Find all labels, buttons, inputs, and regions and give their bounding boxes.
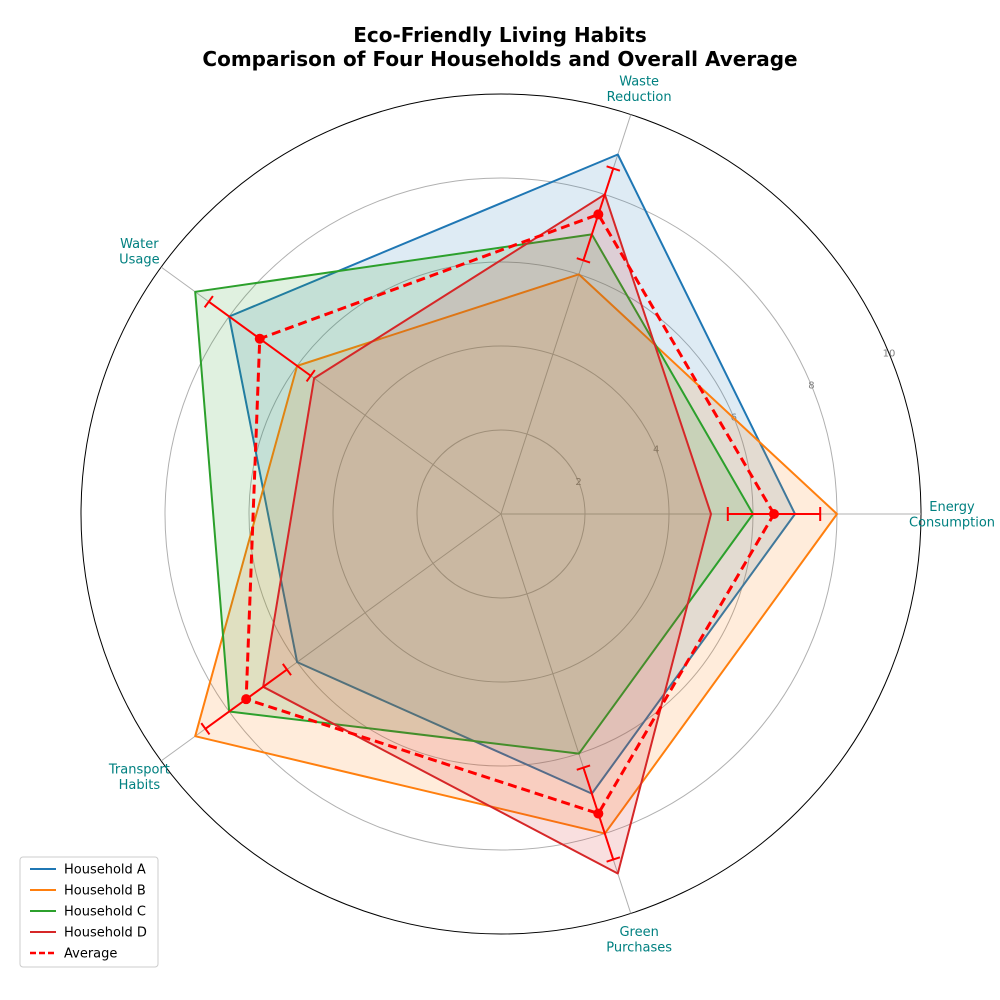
average-point <box>593 209 604 220</box>
error-bar-cap <box>606 856 621 863</box>
series-line-3 <box>194 233 754 755</box>
legend-label: Household D <box>64 926 147 941</box>
legend: Household A Household B Household C Househo… <box>19 856 159 968</box>
series-line-4 <box>262 193 712 875</box>
legend-label: Household A <box>64 863 146 878</box>
error-bar-cap <box>576 764 591 771</box>
error-bar-cap <box>305 369 316 383</box>
series-line-2 <box>194 273 838 835</box>
category-label: Energy Consumption <box>909 500 995 531</box>
chart-title-line2: Comparison of Four Households and Overal… <box>202 47 797 71</box>
average-point <box>769 509 779 519</box>
chart-title-line1: Eco-Friendly Living Habits <box>353 23 647 47</box>
category-label: Green Purchases <box>606 925 672 956</box>
r-tick-label: 10 <box>883 348 896 359</box>
average-point <box>254 333 265 344</box>
average-series-group <box>200 165 822 863</box>
series-fill-4 <box>263 194 711 874</box>
r-tick-label: 8 <box>808 380 814 391</box>
r-tick-label: 2 <box>575 477 581 488</box>
category-label: Water Usage <box>119 237 160 268</box>
error-bar-cap <box>203 295 214 308</box>
average-point <box>241 694 252 705</box>
series-group <box>194 153 838 875</box>
error-bar-cap <box>606 165 621 172</box>
axis-labels: Energy Consumption Waste Reduction Water Usag… <box>108 75 995 956</box>
error-bar-cap <box>200 722 211 736</box>
average-point <box>593 808 604 819</box>
category-label: Waste Reduction <box>607 75 672 106</box>
legend-label: Average <box>64 947 117 962</box>
series-fill-1 <box>229 154 796 794</box>
series-fill-2 <box>195 274 837 834</box>
r-tick-label: 4 <box>653 445 659 456</box>
error-bar-cap <box>282 663 292 676</box>
legend-label: Household B <box>64 884 146 899</box>
error-bar-cap <box>576 257 591 264</box>
category-label: Transport Habits <box>108 762 170 793</box>
legend-label: Household C <box>64 905 146 920</box>
legend-frame <box>19 856 159 968</box>
average-line <box>244 212 776 816</box>
